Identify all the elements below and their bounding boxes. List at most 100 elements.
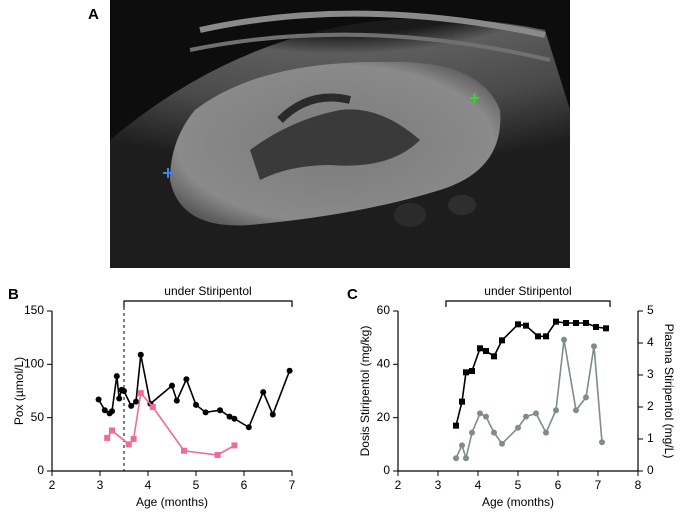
panel-label: B	[8, 286, 19, 303]
y2-axis-label: Plasma Stiripentol (mg/L)	[662, 324, 676, 459]
marker	[260, 389, 267, 396]
marker	[561, 336, 567, 343]
y2-tick-label: 2	[647, 399, 654, 413]
y2-tick-label: 4	[647, 335, 654, 349]
marker	[515, 424, 521, 431]
y-tick-label: 0	[383, 463, 390, 477]
marker	[269, 411, 276, 418]
marker	[231, 415, 238, 422]
marker	[563, 320, 569, 326]
marker	[477, 410, 483, 417]
marker	[573, 320, 579, 326]
marker	[459, 442, 465, 449]
marker	[137, 390, 144, 397]
marker	[469, 429, 475, 436]
ultrasound-image	[110, 0, 570, 268]
y2-tick-label: 1	[647, 431, 654, 445]
marker	[491, 429, 497, 436]
marker	[483, 413, 489, 420]
marker	[499, 440, 505, 447]
marker	[116, 395, 123, 402]
marker	[499, 337, 505, 344]
marker	[193, 401, 199, 408]
y-tick-label: 0	[37, 463, 44, 477]
marker	[523, 322, 529, 329]
y2-tick-label: 3	[647, 367, 654, 381]
marker	[109, 408, 115, 415]
series-line	[455, 320, 607, 426]
annotation: under Stiripentol	[164, 284, 251, 298]
marker	[113, 373, 120, 380]
x-axis-label: Age (months)	[482, 495, 554, 509]
x-tick-label: 7	[595, 478, 602, 492]
y-tick-label: 20	[377, 410, 391, 424]
marker	[463, 369, 469, 376]
y-axis-label: Dosis Stiripentol (mg/kg)	[358, 326, 372, 457]
x-tick-label: 7	[289, 478, 296, 492]
marker	[543, 429, 549, 436]
bracket	[123, 300, 293, 307]
marker	[169, 382, 175, 389]
marker	[226, 413, 233, 420]
marker	[173, 397, 180, 404]
marker	[101, 407, 108, 414]
x-tick-label: 4	[475, 478, 482, 492]
panel-label: C	[347, 286, 358, 303]
marker	[453, 455, 459, 462]
marker	[491, 353, 497, 360]
x-tick-label: 6	[555, 478, 562, 492]
marker	[533, 410, 539, 417]
marker	[553, 407, 559, 414]
marker	[95, 396, 102, 403]
y-tick-label: 60	[377, 303, 391, 317]
marker	[286, 367, 293, 374]
y2-tick-label: 5	[647, 303, 654, 317]
marker	[459, 398, 465, 405]
x-axis-label: Age (months)	[136, 495, 208, 509]
marker	[130, 436, 137, 442]
marker	[463, 455, 469, 462]
y-tick-label: 40	[377, 357, 391, 371]
bracket	[445, 300, 611, 307]
marker	[128, 402, 135, 409]
y2-tick-label: 0	[647, 463, 654, 477]
marker	[573, 407, 579, 414]
marker	[183, 376, 190, 383]
marker	[125, 441, 132, 448]
marker	[593, 324, 599, 330]
annotation: under Stiripentol	[484, 284, 571, 298]
marker	[591, 343, 597, 350]
marker	[217, 407, 223, 414]
marker	[599, 439, 605, 446]
y-tick-label: 150	[24, 303, 44, 317]
marker	[181, 447, 187, 454]
marker	[202, 409, 209, 416]
marker	[583, 394, 589, 401]
x-tick-label: 2	[49, 478, 56, 492]
marker	[603, 325, 609, 332]
marker	[523, 413, 529, 420]
marker	[133, 398, 139, 405]
x-tick-label: 2	[395, 478, 402, 492]
marker	[109, 427, 115, 434]
marker	[469, 368, 475, 374]
marker	[535, 333, 541, 340]
marker	[104, 434, 111, 441]
x-tick-label: 6	[241, 478, 248, 492]
x-tick-label: 5	[515, 478, 522, 492]
marker	[553, 318, 559, 325]
series-line	[455, 339, 603, 462]
marker	[483, 348, 489, 354]
marker	[543, 333, 549, 340]
marker	[477, 345, 483, 352]
x-tick-label: 3	[435, 478, 442, 492]
x-tick-label: 4	[145, 478, 152, 492]
marker	[121, 388, 127, 394]
y-axis-label: Pox (µmol/L)	[12, 357, 26, 425]
y-tick-label: 50	[31, 410, 45, 424]
marker	[515, 321, 521, 328]
marker	[149, 404, 156, 410]
panel-label: A	[88, 6, 99, 23]
marker	[245, 424, 252, 431]
